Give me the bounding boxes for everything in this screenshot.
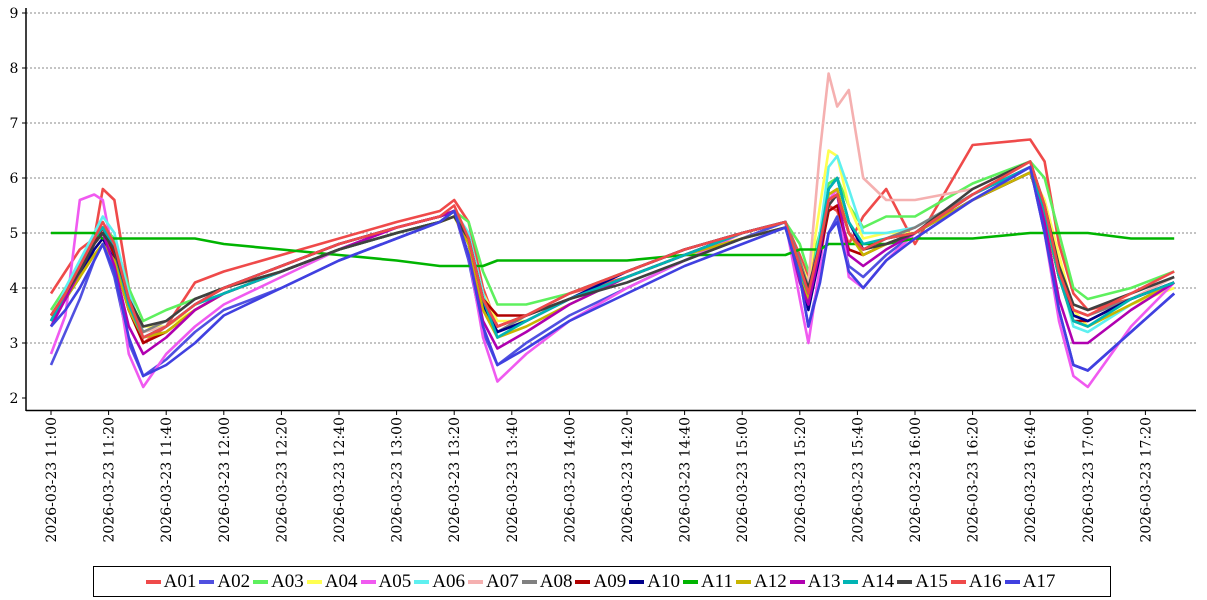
series-line-a02: [49, 165, 1176, 378]
x-tick-label: 2026-03-23 15:40: [850, 417, 866, 543]
y-axis-ticks: 2 3 4 5 6 7 8 9: [10, 6, 26, 407]
legend-item-a08: A08: [521, 570, 573, 593]
legend-swatch: [199, 579, 215, 584]
legend-swatch: [145, 579, 161, 584]
legend-label: A09: [593, 570, 627, 592]
legend-label: A08: [539, 570, 573, 592]
legend-swatch: [414, 579, 430, 584]
legend-swatch: [521, 579, 537, 584]
x-tick-label: 2026-03-23 14:00: [562, 417, 578, 543]
series-line-a09: [49, 171, 1175, 345]
x-axis-ticks: 2026-03-23 11:00 2026-03-23 11:20 2026-03-…: [44, 411, 1154, 543]
x-tick-label: 2026-03-23 16:20: [966, 417, 982, 543]
y-tick-label: 8: [10, 61, 19, 77]
x-tick-label: 2026-03-23 11:00: [44, 417, 60, 543]
y-tick-label: 2: [10, 391, 19, 407]
legend-item-a05: A05: [360, 570, 412, 593]
legend-item-a17: A17: [1004, 570, 1056, 593]
series-line-a15: [49, 160, 1175, 328]
legend-label: A14: [861, 570, 895, 592]
x-tick-label: 2026-03-23 17:00: [1081, 417, 1097, 543]
legend-label: A12: [753, 570, 787, 592]
legend-label: A16: [968, 570, 1002, 592]
legend-item-a07: A07: [468, 571, 519, 593]
legend-item-a16: A16: [950, 570, 1002, 593]
x-tick-label: 2026-03-23 11:20: [102, 417, 118, 543]
x-tick-label: 2026-03-23 11:40: [159, 417, 175, 543]
legend-item-a10: A10: [629, 571, 680, 593]
line-chart: 2 3 4 5 6 7 8 9 2026-03-23 11:00 2026-03-23 11:2…: [10, 6, 1196, 543]
x-tick-label: 2026-03-23 15:20: [793, 417, 809, 543]
legend-swatch: [735, 579, 751, 584]
series-lines: [49, 72, 1176, 389]
x-tick-label: 2026-03-23 17:20: [1138, 417, 1154, 543]
legend-label: A05: [378, 570, 412, 592]
legend-item-a02: A02: [199, 571, 250, 593]
legend-swatch: [306, 579, 322, 584]
legend-swatch: [682, 579, 698, 584]
legend-label: A03: [271, 570, 304, 592]
x-tick-label: 2026-03-23 14:40: [678, 417, 694, 543]
x-tick-label: 2026-03-23 13:00: [390, 417, 406, 543]
legend-label: A07: [486, 570, 519, 592]
legend-swatch: [897, 579, 913, 584]
legend-swatch: [575, 579, 591, 584]
legend-label: A01: [163, 570, 197, 592]
x-tick-label: 2026-03-23 12:00: [217, 417, 233, 543]
legend-swatch: [789, 579, 805, 584]
x-tick-label: 2026-03-23 12:40: [332, 417, 348, 543]
legend-item-a04: A04: [306, 570, 358, 593]
legend-item-a14: A14: [843, 571, 894, 593]
x-tick-label: 2026-03-23 15:00: [735, 417, 751, 543]
legend-label: A04: [324, 570, 358, 592]
legend-item-a11: A11: [682, 570, 733, 593]
y-tick-label: 7: [10, 116, 19, 132]
series-line-a17: [50, 165, 1176, 378]
legend-swatch: [843, 579, 859, 584]
x-tick-label: 2026-03-23 12:20: [274, 417, 290, 543]
x-tick-label: 2026-03-23 13:40: [505, 417, 521, 543]
legend-item-a03: A03: [253, 571, 304, 593]
legend-swatch: [950, 579, 966, 584]
y-tick-label: 5: [10, 226, 19, 242]
legend-item-a06: A06: [414, 571, 465, 593]
legend-item-a09: A09: [575, 571, 626, 593]
legend-item-a13: A13: [789, 570, 841, 593]
legend-label: A10: [647, 570, 680, 592]
legend-label: A02: [217, 570, 251, 592]
x-tick-label: 2026-03-23 16:00: [908, 417, 924, 543]
series-line-a07: [49, 72, 1175, 334]
legend: A01 A02 A03 A04 A05 A06 A07 A08 A09 A10 A11 A12 A13 A…: [93, 566, 1111, 597]
x-tick-label: 2026-03-23 16:40: [1023, 417, 1039, 543]
legend-swatch: [1004, 579, 1020, 584]
legend-item-a15: A15: [897, 571, 948, 593]
legend-item-a12: A12: [735, 570, 787, 593]
x-tick-label: 2026-03-23 13:20: [447, 417, 463, 543]
legend-label: A13: [807, 570, 841, 592]
x-tick-label: 2026-03-23 14:20: [620, 417, 636, 543]
legend-label: A11: [700, 570, 733, 592]
legend-item-a01: A01: [145, 570, 197, 593]
legend-label: A15: [915, 570, 948, 592]
series-line-a11: [51, 231, 1175, 268]
y-tick-label: 6: [10, 171, 19, 187]
legend-swatch: [360, 579, 376, 584]
legend-label: A06: [432, 570, 466, 592]
y-tick-label: 3: [10, 336, 19, 352]
series-line-a16: [49, 160, 1175, 339]
y-tick-label: 4: [10, 281, 19, 297]
y-tick-label: 9: [10, 6, 19, 22]
legend-swatch: [253, 579, 269, 584]
legend-swatch: [468, 579, 484, 584]
legend-label: A17: [1022, 570, 1056, 592]
legend-swatch: [629, 579, 645, 584]
